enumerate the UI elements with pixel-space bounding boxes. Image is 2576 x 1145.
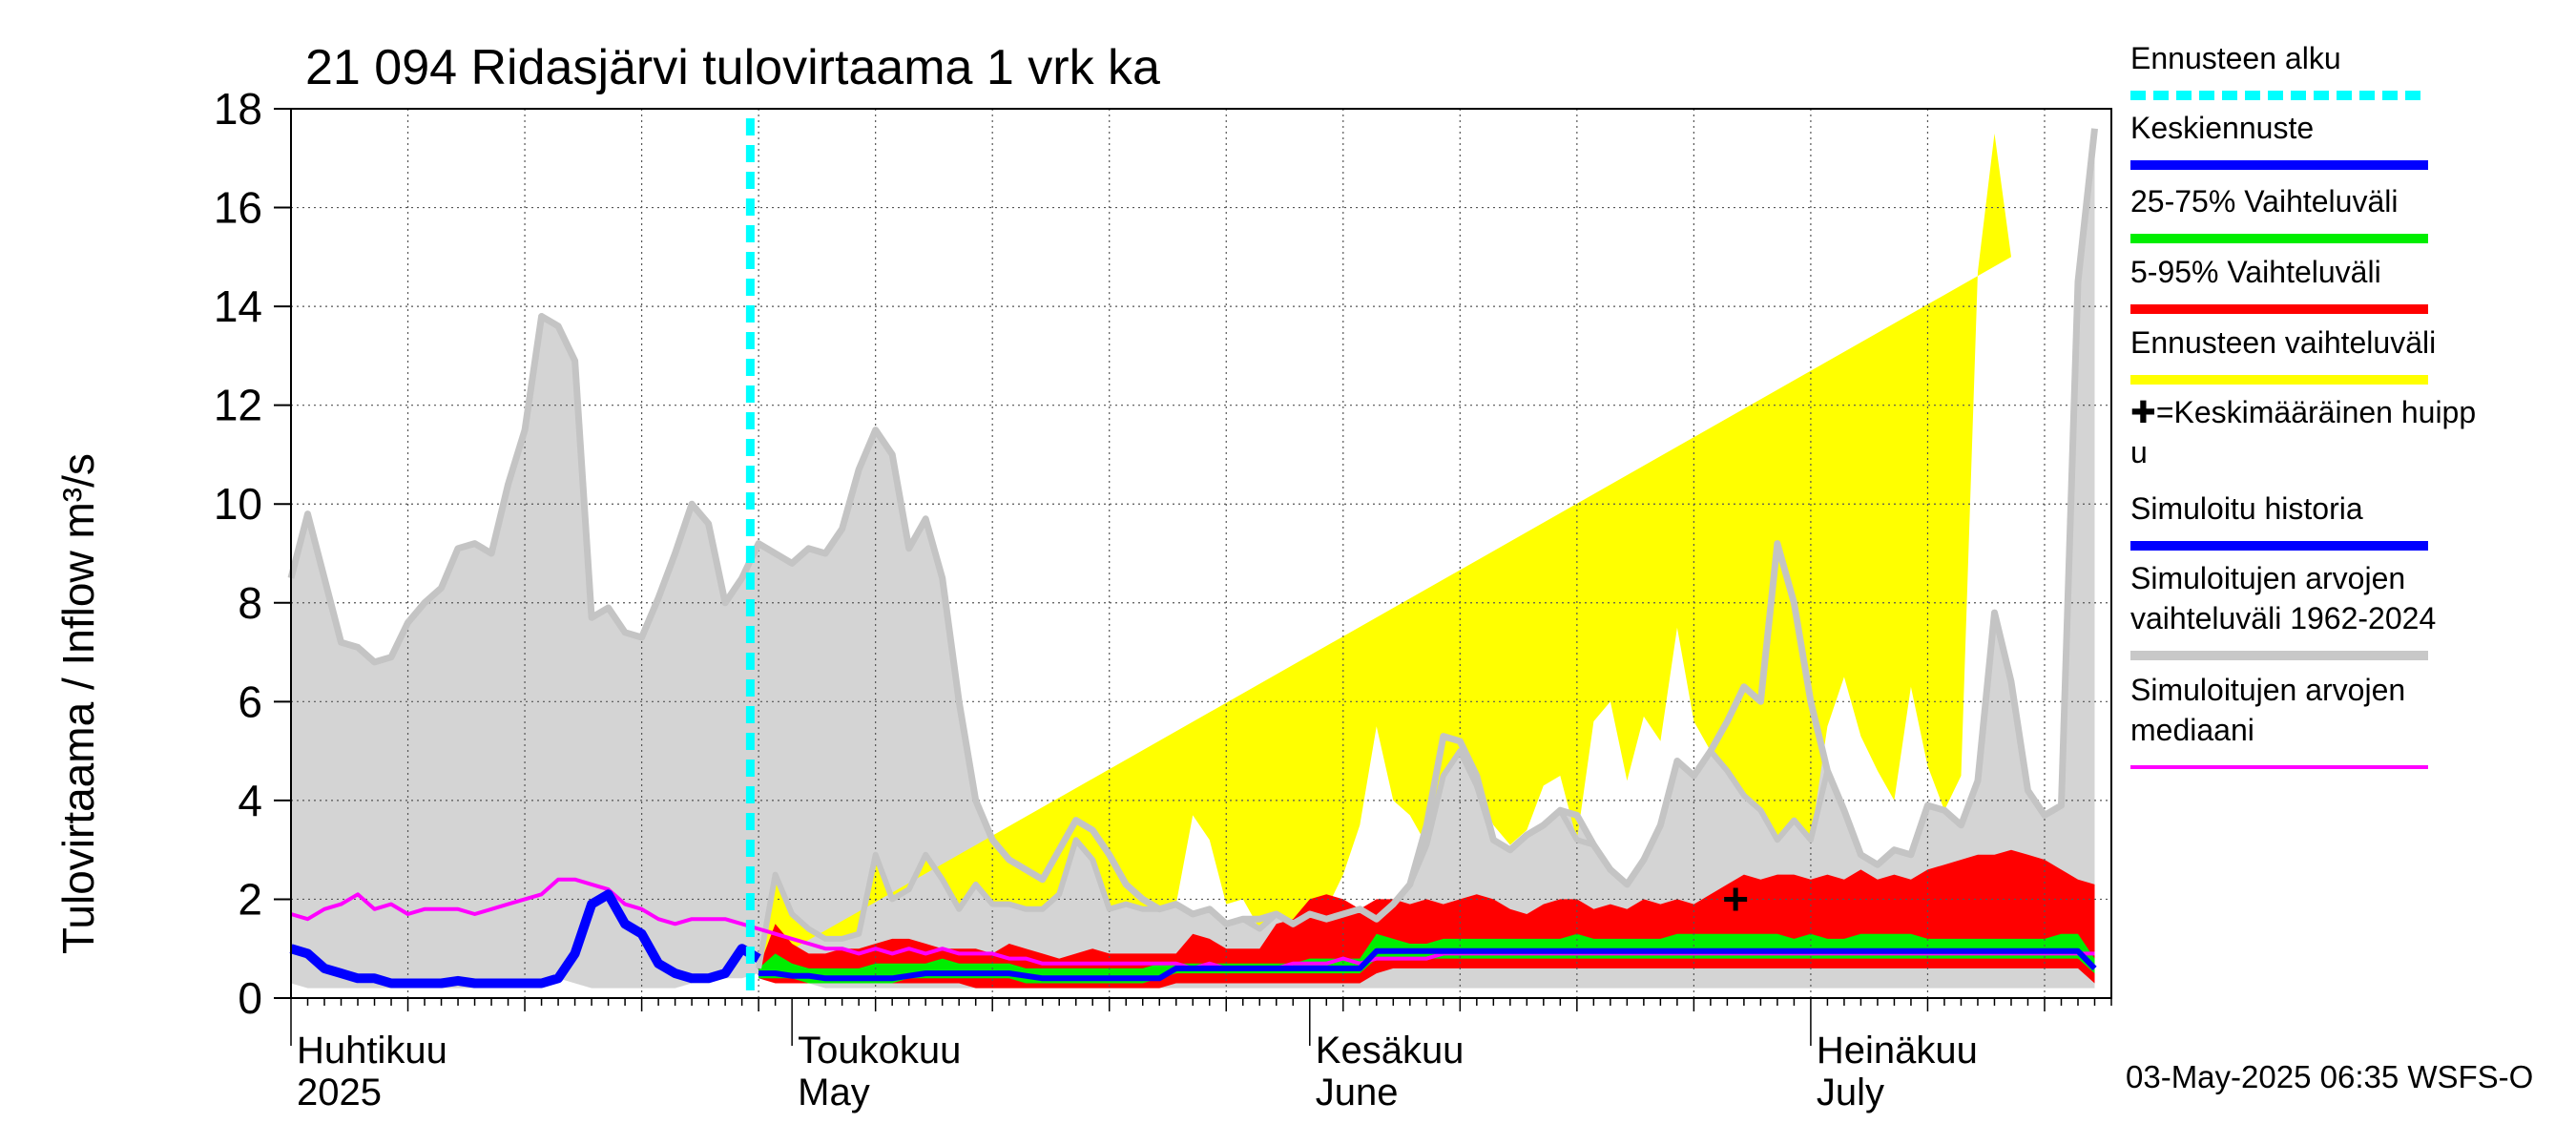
legend-label: Simuloitu historia	[2130, 491, 2363, 526]
y-tick-label: 16	[214, 183, 262, 233]
month-label: Huhtikuu	[297, 1030, 447, 1072]
legend-label-line2: mediaani	[2130, 713, 2254, 747]
legend-label: 25-75% Vaihteluväli	[2130, 184, 2398, 219]
legend-label: Keskiennuste	[2130, 111, 2314, 145]
month-sublabel: June	[1316, 1072, 1399, 1114]
chart-title: 21 094 Ridasjärvi tulovirtaama 1 vrk ka	[305, 40, 1160, 95]
month-sublabel: May	[798, 1072, 870, 1114]
legend-label: Simuloitujen arvojen	[2130, 673, 2405, 707]
y-tick-label: 14	[214, 281, 262, 331]
legend-label-line2: vaihteluväli 1962-2024	[2130, 601, 2436, 635]
forecast-mean-line	[758, 947, 2097, 982]
y-tick-label: 12	[214, 381, 262, 430]
legend-label: Ennusteen alku	[2130, 41, 2341, 75]
peak-marker	[1724, 887, 1748, 911]
legend-label: ✚=Keskimääräinen huipp	[2130, 395, 2476, 429]
y-tick-label: 4	[238, 776, 262, 825]
timestamp: 03-May-2025 06:35 WSFS-O	[2126, 1059, 2533, 1094]
legend: Ennusteen alku Keskiennuste 25-75% Vaihtel…	[2130, 41, 2476, 769]
y-tick-label: 0	[238, 973, 262, 1023]
y-tick-label: 2	[238, 874, 262, 924]
y-tick-label: 6	[238, 677, 262, 726]
y-tick-label: 18	[214, 84, 262, 134]
y-axis-label: Tulovirtaama / Inflow m³/s	[53, 453, 103, 954]
history-range-overlay-line	[756, 610, 2014, 969]
month-label: Toukokuu	[798, 1030, 961, 1072]
month-sublabel: 2025	[297, 1072, 382, 1114]
plot-frame	[290, 108, 2112, 999]
simulated-history-line	[289, 889, 761, 989]
month-label: Heinäkuu	[1817, 1030, 1978, 1072]
legend-label-line2: u	[2130, 435, 2148, 469]
chart-lines	[287, 118, 2098, 998]
legend-label: Ennusteen vaihteluväli	[2130, 325, 2436, 360]
y-tick-label: 8	[238, 578, 262, 628]
legend-label: Simuloitujen arvojen	[2130, 561, 2405, 595]
history-range-area	[291, 128, 2095, 989]
y-tick-label: 10	[214, 479, 262, 529]
month-label: Kesäkuu	[1316, 1030, 1465, 1072]
month-sublabel: July	[1817, 1072, 1884, 1114]
legend-label: 5-95% Vaihteluväli	[2130, 255, 2381, 289]
